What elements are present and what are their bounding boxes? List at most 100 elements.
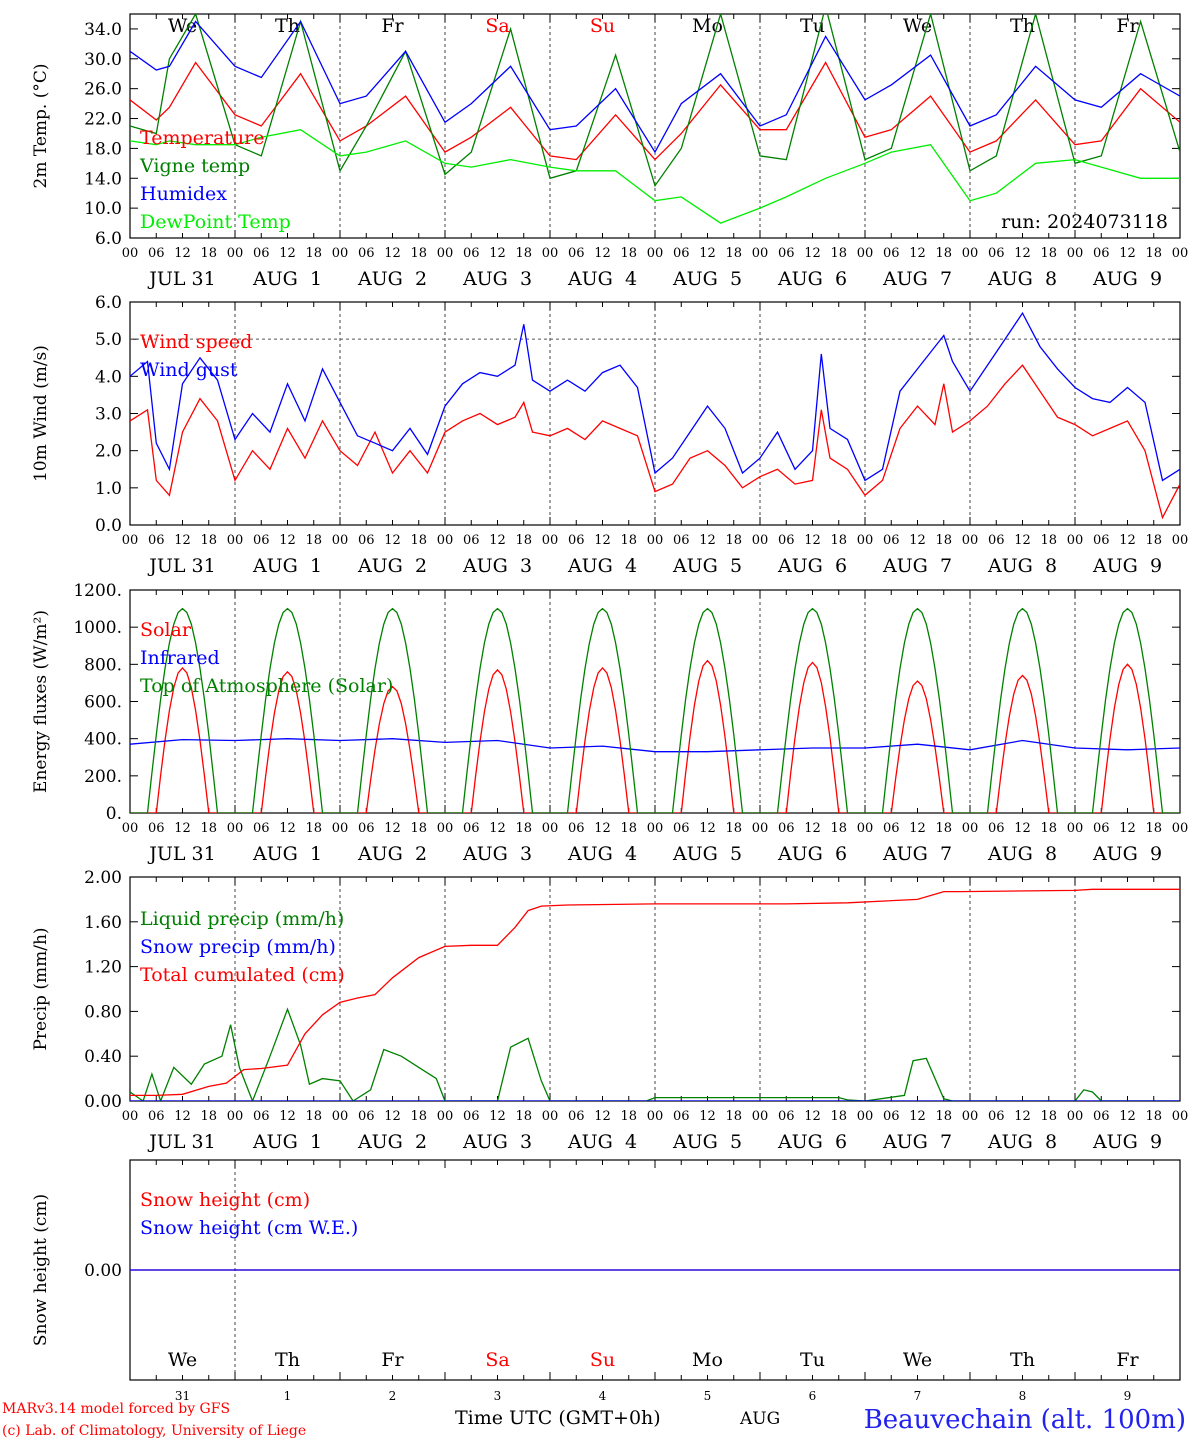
hour-tick-label: 12 (174, 533, 191, 548)
weekday-label: Fr (1116, 1349, 1139, 1371)
date-label: AUG 9 (1092, 268, 1162, 290)
weekday-label: Tu (800, 1349, 825, 1371)
hour-tick-label: 00 (752, 246, 769, 261)
hour-tick-label: 18 (515, 246, 532, 261)
hour-tick-label: 06 (673, 1109, 690, 1124)
y-tick-label: 0.40 (84, 1047, 122, 1067)
date-label: AUG 1 (252, 268, 322, 290)
date-label: AUG 2 (357, 843, 427, 865)
hour-tick-label: 00 (1067, 533, 1084, 548)
weekday-label: Th (275, 1349, 300, 1371)
hour-tick-label: 00 (647, 1109, 664, 1124)
date-label: AUG 8 (987, 555, 1057, 577)
date-label: AUG 4 (567, 843, 637, 865)
hour-tick-label: 06 (358, 246, 375, 261)
hour-tick-label: 12 (489, 533, 506, 548)
hour-tick-label: 00 (1067, 246, 1084, 261)
hour-tick-label: 12 (594, 821, 611, 836)
weekday-label: Mo (692, 15, 723, 37)
day-number-label: 1 (284, 1389, 292, 1403)
hour-tick-label: 00 (752, 1109, 769, 1124)
y-tick-label: 30.0 (84, 50, 122, 70)
legend-entry: Liquid precip (mm/h) (140, 908, 344, 930)
hour-tick-label: 00 (857, 1109, 874, 1124)
hour-tick-label: 12 (174, 1109, 191, 1124)
hour-tick-label: 12 (909, 246, 926, 261)
hour-tick-label: 12 (699, 533, 716, 548)
hour-tick-label: 12 (384, 246, 401, 261)
hour-tick-label: 18 (515, 821, 532, 836)
legend-entry: Solar (140, 619, 192, 641)
date-label: AUG 4 (567, 268, 637, 290)
y-tick-label: 0.00 (84, 1261, 122, 1281)
hour-tick-label: 00 (332, 246, 349, 261)
hour-tick-label: 12 (489, 1109, 506, 1124)
hour-tick-label: 18 (305, 1109, 322, 1124)
weekday-label: Mo (692, 1349, 723, 1371)
series-line-liquid-precip-mm-h (130, 1007, 1180, 1101)
hour-tick-label: 06 (148, 1109, 165, 1124)
weekday-label: Fr (381, 15, 404, 37)
hour-tick-label: 00 (962, 1109, 979, 1124)
weekday-label: Fr (381, 1349, 404, 1371)
hour-tick-label: 00 (542, 246, 559, 261)
hour-tick-label: 00 (752, 533, 769, 548)
y-tick-label: 0.00 (84, 1092, 122, 1112)
date-label: AUG 7 (882, 1131, 952, 1153)
hour-tick-label: 18 (620, 1109, 637, 1124)
hour-tick-label: 00 (332, 821, 349, 836)
date-label: AUG 6 (777, 1131, 847, 1153)
hour-tick-label: 00 (1172, 821, 1189, 836)
hour-tick-label: 18 (1040, 1109, 1057, 1124)
footer-month-label: AUG (739, 1409, 780, 1429)
hour-tick-label: 12 (594, 246, 611, 261)
hour-tick-label: 06 (883, 533, 900, 548)
date-label: AUG 9 (1092, 843, 1162, 865)
y-tick-label: 10.0 (84, 199, 122, 219)
hour-tick-label: 00 (227, 821, 244, 836)
y-tick-label: 0. (106, 804, 122, 824)
day-number-label: 4 (599, 1389, 607, 1403)
hour-tick-label: 18 (305, 533, 322, 548)
day-number-label: 9 (1124, 1389, 1132, 1403)
hour-tick-label: 18 (830, 246, 847, 261)
date-label: AUG 3 (462, 843, 532, 865)
hour-tick-label: 12 (594, 1109, 611, 1124)
hour-tick-label: 12 (1119, 246, 1136, 261)
date-label: AUG 5 (672, 555, 742, 577)
hour-tick-label: 06 (253, 1109, 270, 1124)
hour-tick-label: 06 (358, 1109, 375, 1124)
legend-entry: Wind gust (140, 359, 238, 381)
y-tick-label: 34.0 (84, 20, 122, 40)
weekday-label: Sa (485, 15, 509, 37)
y-axis-label: Energy fluxes (W/m²) (31, 610, 51, 793)
weekday-label: Th (275, 15, 300, 37)
date-label: AUG 5 (672, 1131, 742, 1153)
hour-tick-label: 18 (725, 821, 742, 836)
hour-tick-label: 00 (752, 821, 769, 836)
hour-tick-label: 06 (778, 1109, 795, 1124)
date-label: AUG 3 (462, 268, 532, 290)
hour-tick-label: 18 (305, 246, 322, 261)
hour-tick-label: 12 (279, 246, 296, 261)
hour-tick-label: 12 (1014, 1109, 1031, 1124)
panel-2: 0.0 1.0 2.0 3.0 4.0 5.0 6.0 10m Wind (m/s) 00 06 1… (31, 293, 1188, 577)
weekday-label: Fr (1116, 15, 1139, 37)
date-label: AUG 4 (567, 1131, 637, 1153)
hour-tick-label: 00 (962, 821, 979, 836)
series-line-wind-gust (130, 311, 1180, 482)
hour-tick-label: 18 (410, 533, 427, 548)
y-tick-label: 0.0 (95, 516, 122, 536)
hour-tick-label: 12 (699, 246, 716, 261)
hour-tick-label: 06 (1093, 821, 1110, 836)
hour-tick-label: 12 (699, 1109, 716, 1124)
hour-tick-label: 18 (935, 533, 952, 548)
hour-tick-label: 00 (437, 533, 454, 548)
hour-tick-label: 00 (857, 246, 874, 261)
day-number-label: 5 (704, 1389, 712, 1403)
date-label: AUG 2 (357, 555, 427, 577)
y-tick-label: 600. (84, 693, 122, 713)
y-tick-label: 6.0 (95, 229, 122, 249)
hour-tick-label: 18 (725, 246, 742, 261)
hour-tick-label: 00 (542, 821, 559, 836)
